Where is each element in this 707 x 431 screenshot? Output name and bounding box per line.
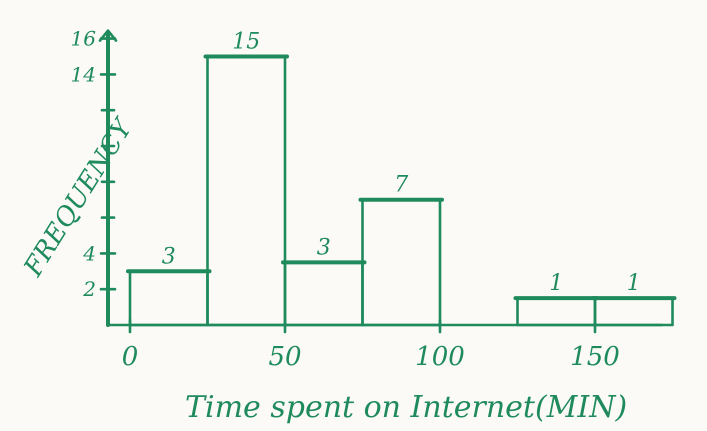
y-axis-label: FREQUENCY	[18, 112, 140, 283]
y-tick-label-2: 14	[71, 62, 96, 86]
bar-label-4: 1	[549, 271, 563, 296]
y-axis-arrow	[98, 29, 118, 42]
ticks: 2 4 14 16 0 50 100 150	[71, 27, 620, 372]
bar-4	[516, 296, 597, 327]
bar-label-3: 7	[394, 173, 408, 198]
bar-label-2: 3	[317, 235, 331, 260]
y-tick-label-0: 2	[82, 277, 96, 301]
y-tick-label-1: 4	[82, 241, 96, 265]
axes	[98, 29, 664, 327]
bar-3	[361, 198, 442, 327]
x-tick-label-0: 0	[122, 342, 139, 372]
bar-1	[206, 55, 287, 327]
x-axis-label: Time spent on Internet(MIN)	[185, 390, 627, 425]
x-tick-label-3: 150	[570, 342, 620, 372]
bar-label-0: 3	[162, 244, 176, 269]
bar-0	[128, 269, 209, 327]
bar-label-1: 15	[232, 30, 260, 55]
x-tick-label-2: 100	[415, 342, 465, 372]
y-tick-label-3: 16	[71, 27, 97, 51]
bar-label-5: 1	[627, 271, 641, 296]
bar-5	[593, 296, 674, 327]
x-tick-label-1: 50	[268, 342, 301, 372]
bar-2	[283, 261, 364, 327]
